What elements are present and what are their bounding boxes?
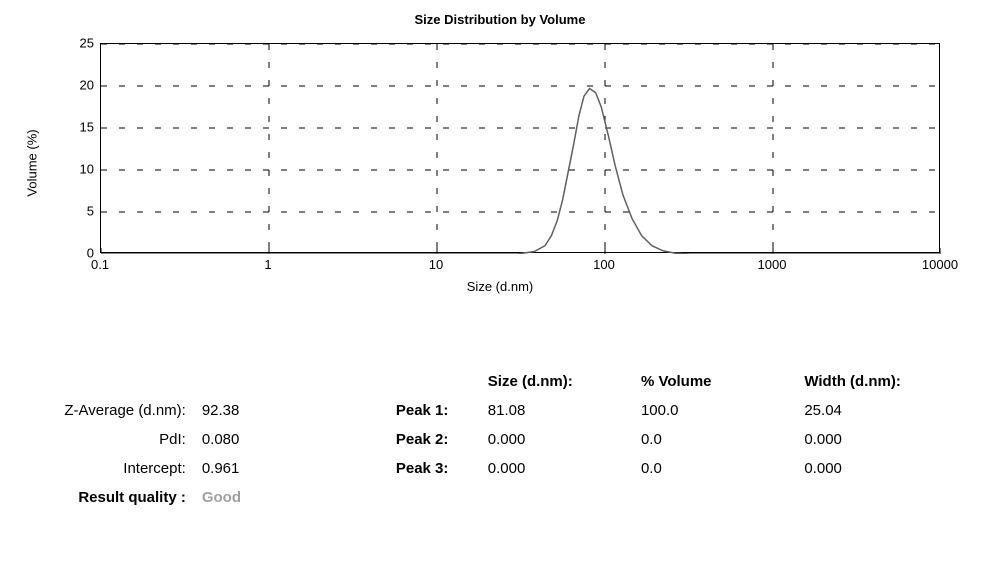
y-tick: 0	[60, 246, 94, 261]
x-tick: 10	[429, 257, 443, 272]
row-z-average: Z-Average (d.nm): 92.38 Peak 1: 81.08 10…	[10, 396, 970, 425]
peak1-volume: 100.0	[633, 396, 796, 425]
z-average-value: 92.38	[194, 396, 286, 425]
plot-area	[100, 43, 940, 253]
row-intercept: Intercept: 0.961 Peak 3: 0.000 0.0 0.000	[10, 454, 970, 483]
x-tick: 10000	[922, 257, 958, 272]
y-tick: 15	[60, 120, 94, 135]
row-pdi: PdI: 0.080 Peak 2: 0.000 0.0 0.000	[10, 425, 970, 454]
chart-container: Volume (%) 0510152025 0.1110100100010000…	[40, 33, 960, 293]
y-tick: 20	[60, 78, 94, 93]
chart-title: Size Distribution by Volume	[0, 0, 1000, 33]
results-header-row: Size (d.nm): % Volume Width (d.nm):	[10, 367, 970, 396]
peak1-size: 81.08	[480, 396, 633, 425]
pdi-value: 0.080	[194, 425, 286, 454]
peak3-label: Peak 3:	[388, 454, 480, 483]
y-tick: 10	[60, 162, 94, 177]
series-line	[101, 89, 941, 254]
peak1-label: Peak 1:	[388, 396, 480, 425]
y-axis-label: Volume (%)	[25, 129, 40, 196]
intercept-label: Intercept:	[10, 454, 194, 483]
peak1-width: 25.04	[796, 396, 970, 425]
hdr-width: Width (d.nm):	[796, 367, 970, 396]
x-tick: 100	[593, 257, 615, 272]
x-tick: 1000	[758, 257, 787, 272]
peak2-label: Peak 2:	[388, 425, 480, 454]
peak3-volume: 0.0	[633, 454, 796, 483]
quality-label: Result quality :	[10, 483, 194, 512]
peak2-size: 0.000	[480, 425, 633, 454]
quality-value: Good	[194, 483, 286, 512]
x-tick: 0.1	[91, 257, 109, 272]
peak2-width: 0.000	[796, 425, 970, 454]
series-svg	[101, 44, 941, 254]
peak2-volume: 0.0	[633, 425, 796, 454]
z-average-label: Z-Average (d.nm):	[10, 396, 194, 425]
y-tick: 25	[60, 36, 94, 51]
x-tick: 1	[264, 257, 271, 272]
pdi-label: PdI:	[10, 425, 194, 454]
y-tick: 5	[60, 204, 94, 219]
results-table: Size (d.nm): % Volume Width (d.nm): Z-Av…	[10, 367, 970, 512]
row-quality: Result quality : Good	[10, 483, 970, 512]
x-axis-label: Size (d.nm)	[467, 279, 533, 294]
hdr-volume: % Volume	[633, 367, 796, 396]
hdr-size: Size (d.nm):	[480, 367, 633, 396]
peak3-size: 0.000	[480, 454, 633, 483]
intercept-value: 0.961	[194, 454, 286, 483]
results-panel: Size (d.nm): % Volume Width (d.nm): Z-Av…	[0, 367, 1000, 512]
peak3-width: 0.000	[796, 454, 970, 483]
